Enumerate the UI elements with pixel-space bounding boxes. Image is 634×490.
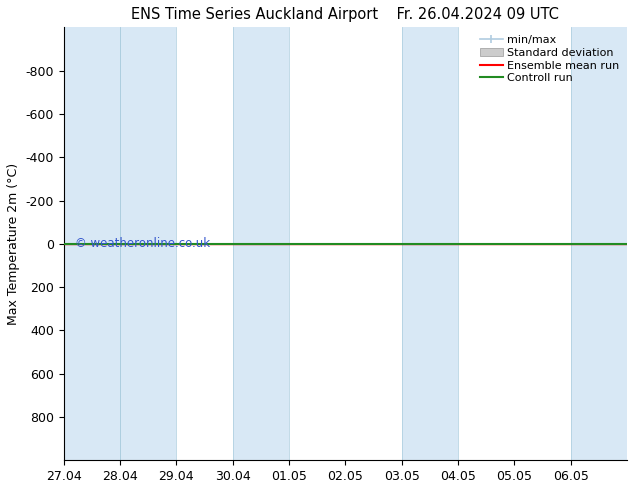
Legend: min/max, Standard deviation, Ensemble mean run, Controll run: min/max, Standard deviation, Ensemble me… xyxy=(478,33,621,86)
Text: © weatheronline.co.uk: © weatheronline.co.uk xyxy=(75,237,210,250)
Bar xyxy=(120,27,176,460)
Bar xyxy=(571,27,627,460)
Bar xyxy=(402,27,458,460)
Title: ENS Time Series Auckland Airport    Fr. 26.04.2024 09 UTC: ENS Time Series Auckland Airport Fr. 26.… xyxy=(131,7,559,22)
Bar xyxy=(64,27,120,460)
Bar xyxy=(233,27,289,460)
Y-axis label: Max Temperature 2m (°C): Max Temperature 2m (°C) xyxy=(7,163,20,325)
